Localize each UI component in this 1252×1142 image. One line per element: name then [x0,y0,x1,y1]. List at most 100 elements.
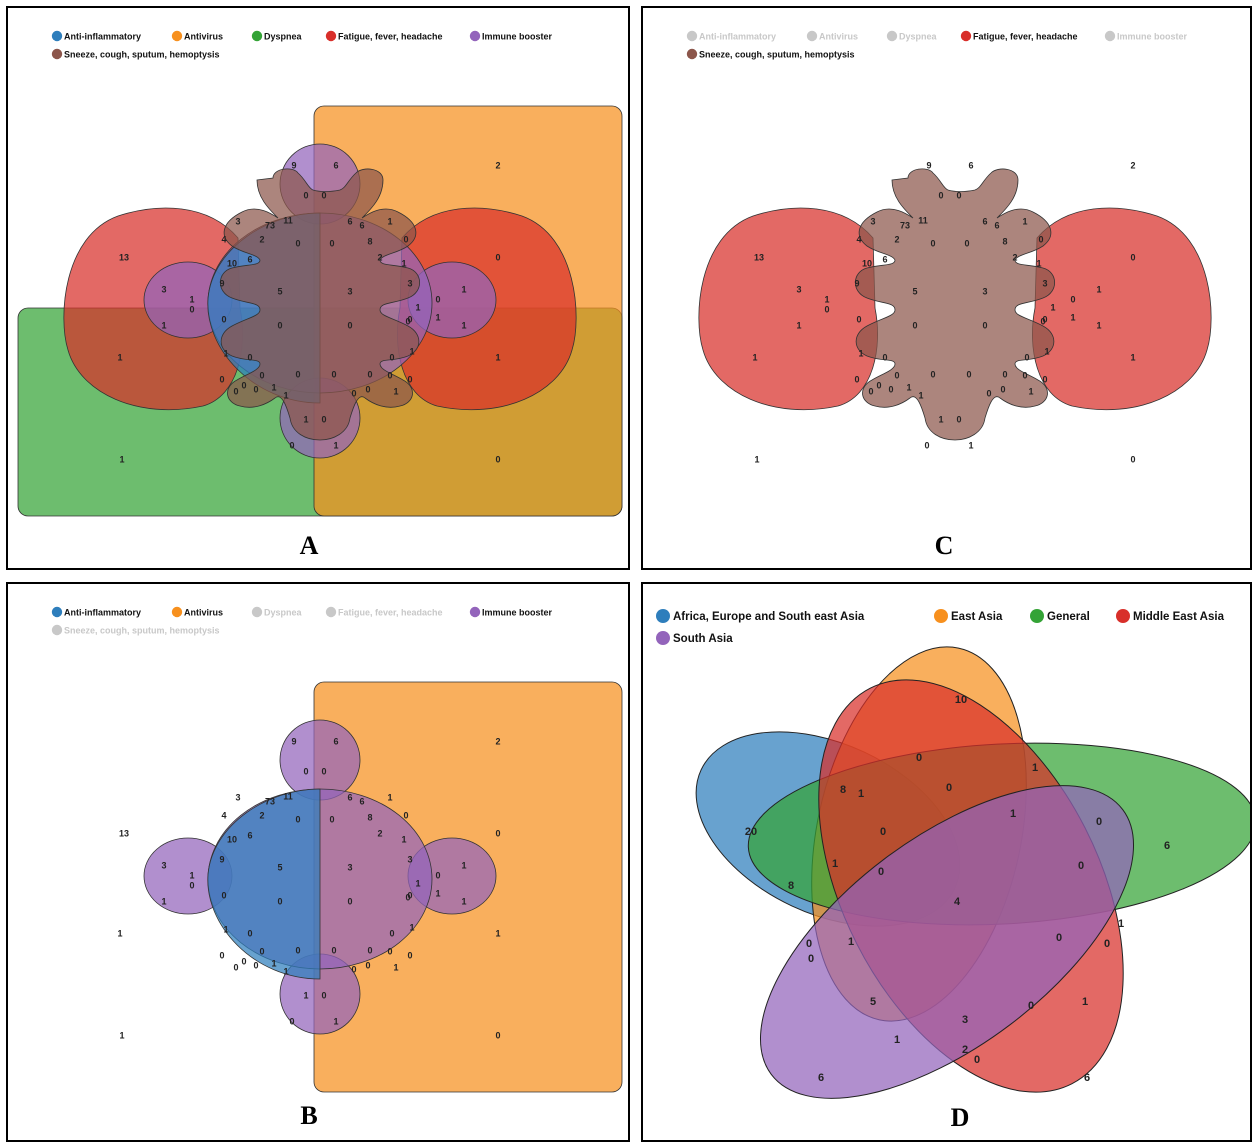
region5-count-18: 0 [1104,938,1110,950]
region-count-13: 0 [930,238,935,248]
region-count-19: 6 [247,254,252,264]
region-count-19: 6 [247,830,252,840]
region-count-57: 1 [906,382,911,392]
region-count-58: 1 [918,390,923,400]
set-shape-sneeze [854,168,1056,441]
region-count-34: 1 [461,896,466,906]
region5-count-17: 1 [1118,918,1124,930]
legend-swatch-1 [171,606,183,618]
venn-diagram-a: Anti-inflammatory Antivirus Dyspnea Fatigue… [17,30,623,560]
legend-label-2: Dyspnea [264,607,303,617]
region-count-38: 0 [407,314,412,324]
region5-count-3: 0 [946,782,952,794]
set-shape-anti-inflammatory [207,788,321,980]
region-count-3: 0 [938,190,943,200]
region-count-60: 0 [1000,384,1005,394]
region-count-58: 1 [283,966,288,976]
set-shape-fatigue-right [1032,207,1212,410]
legend-label-1: Antivirus [184,31,223,41]
region-count-32: 0 [1070,294,1075,304]
region-count-58: 1 [283,390,288,400]
region5-count-7: 20 [745,826,757,838]
region-count-16: 0 [403,810,408,820]
legend-swatch-2 [251,30,263,42]
region5-count-22: 5 [870,996,876,1008]
region-count-6: 73 [265,220,275,230]
region-count-65: 1 [968,440,973,450]
region-count-18: 10 [227,834,237,844]
legend-swatch-3 [325,606,337,618]
region-count-18: 10 [862,258,872,268]
region-count-14: 0 [964,238,969,248]
region-count-17: 13 [754,252,764,262]
panel-label-B: B [300,1101,317,1130]
legend-label-1: Antivirus [184,607,223,617]
region-count-51: 0 [331,369,336,379]
region-count-48: 0 [241,956,246,966]
region5-count-28: 0 [974,1054,980,1066]
region-count-53: 0 [1022,370,1027,380]
region-count-43: 1 [1044,346,1049,356]
region-count-15: 8 [1002,236,1007,246]
region-count-2: 2 [495,736,500,746]
region-count-15: 8 [367,812,372,822]
region-count-50: 0 [295,369,300,379]
region-count-49: 0 [259,946,264,956]
region-count-5: 3 [870,216,875,226]
region-count-8: 6 [347,216,352,226]
region-count-10: 1 [1022,216,1027,226]
legend-label-3: Fatigue, fever, headache [338,31,443,41]
legend-label-0: Anti-inflammatory [64,31,141,41]
region-count-47: 0 [219,374,224,384]
region-count-38: 0 [407,890,412,900]
region-count-56: 0 [253,384,258,394]
region-count-60: 0 [365,960,370,970]
region-count-11: 4 [221,234,226,244]
panel-d: Africa, Europe and South east Asia East A… [641,582,1252,1142]
legend-label-4: Immune booster [482,607,553,617]
region-count-9: 6 [359,796,364,806]
region-count-63: 0 [321,414,326,424]
region-count-59: 0 [986,388,991,398]
region-count-59: 0 [351,964,356,974]
region-count-45: 1 [119,1030,124,1040]
legend-swatch-0 [51,606,63,618]
legend-swatch-5 [51,48,63,60]
region-count-4: 0 [956,190,961,200]
legend5-swatch-1 [934,609,948,623]
region5-count-6: 0 [880,826,886,838]
region-count-16: 0 [403,234,408,244]
legend-label-4: Immune booster [482,31,553,41]
region-count-66: 0 [1040,316,1045,326]
region5-count-16: 0 [1056,932,1062,944]
region-count-44: 1 [1130,352,1135,362]
region-count-65: 1 [333,440,338,450]
region-count-38: 0 [1042,314,1047,324]
region5-count-24: 0 [1028,1000,1034,1012]
region-count-62: 1 [938,414,943,424]
region-count-39: 1 [117,352,122,362]
region-count-45: 1 [119,454,124,464]
region-count-31: 0 [189,304,194,314]
region5-count-30: 6 [1084,1072,1090,1084]
region5-count-9: 0 [1096,816,1102,828]
region-count-46: 0 [495,454,500,464]
region-count-36: 0 [347,896,352,906]
region-count-15: 8 [367,236,372,246]
region-count-43: 1 [409,922,414,932]
region-count-26: 3 [407,854,412,864]
region-count-1: 6 [333,160,338,170]
region5-count-2: 1 [1032,762,1038,774]
region-count-6: 73 [900,220,910,230]
region-count-14: 0 [329,238,334,248]
region-count-24: 3 [161,860,166,870]
panel-label-A: A [300,531,319,560]
region-count-66: 0 [405,316,410,326]
region-count-13: 0 [295,814,300,824]
region-count-27: 5 [912,286,917,296]
region-count-25: 1 [824,294,829,304]
region-count-44: 1 [495,928,500,938]
legend-label-3: Fatigue, fever, headache [973,31,1078,41]
region-count-25: 1 [189,870,194,880]
region-count-41: 0 [882,352,887,362]
